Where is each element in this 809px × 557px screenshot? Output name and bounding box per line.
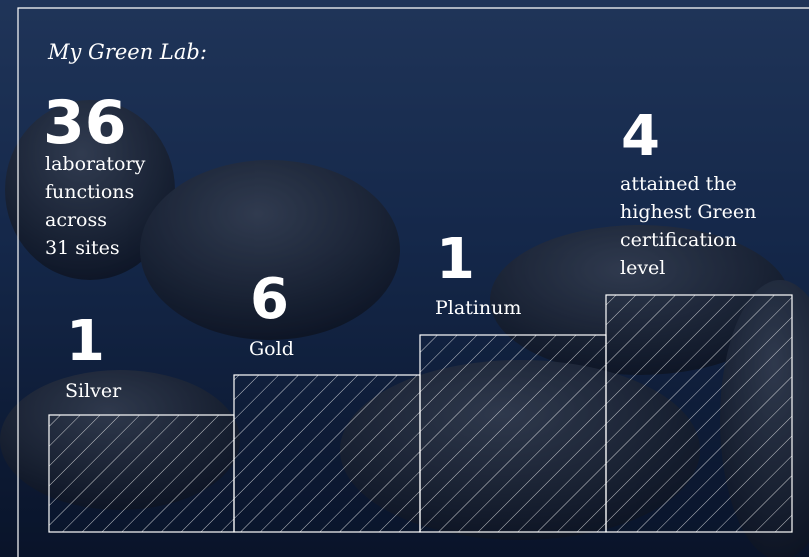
step-number: 4 <box>621 104 660 169</box>
headline-text: functions <box>45 181 134 203</box>
step-label: Gold <box>249 338 294 360</box>
step-box <box>606 295 792 532</box>
step-label: highest Green <box>620 201 756 223</box>
headline-text: across <box>45 209 107 231</box>
step-label: Silver <box>65 380 122 402</box>
step-label: certification <box>620 229 737 251</box>
page: {"title": "My Green Lab:", "headline": {… <box>0 0 809 557</box>
step-number: 6 <box>250 267 289 332</box>
headline-text: 31 sites <box>45 237 120 259</box>
step-label: attained the <box>620 173 737 195</box>
step-box <box>420 335 606 532</box>
step-label: Platinum <box>435 297 521 319</box>
infographic: My Green Lab: 36 laboratory functions acro… <box>0 0 809 557</box>
step-box <box>234 375 420 532</box>
step-label: level <box>620 257 665 279</box>
step-number: 1 <box>436 227 475 292</box>
step-number: 1 <box>66 309 105 374</box>
headline-number: 36 <box>43 88 127 158</box>
headline-text: laboratory <box>45 153 146 175</box>
title: My Green Lab: <box>47 40 207 64</box>
step-box <box>49 415 234 532</box>
